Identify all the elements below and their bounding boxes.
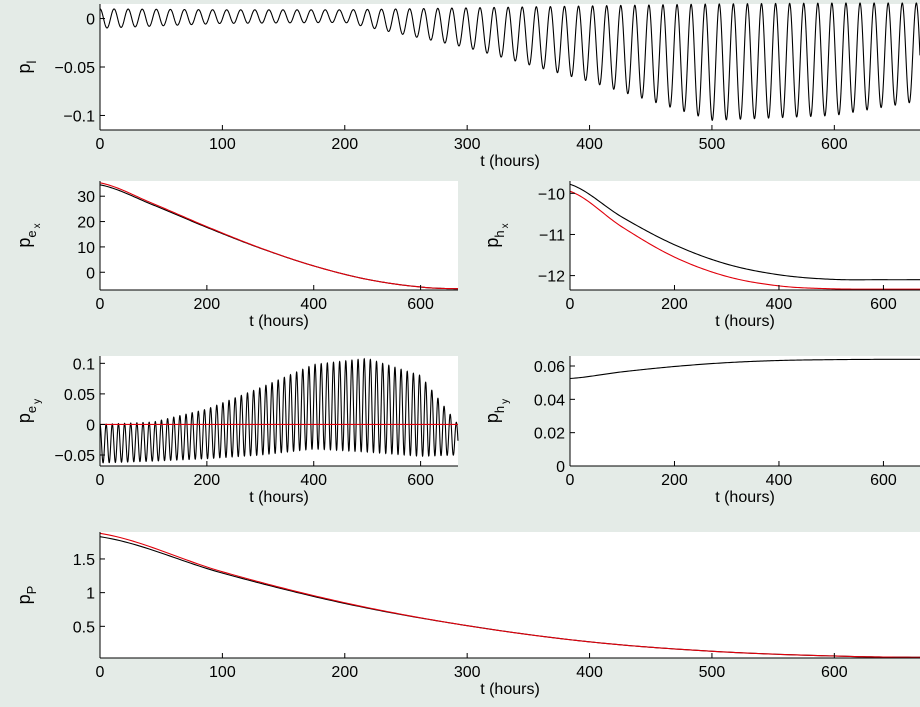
pex-ylabel: pex xyxy=(14,223,43,247)
pl-ytick-label: −0.05 xyxy=(55,60,96,77)
pex-xtick-label: 600 xyxy=(407,296,434,313)
pp-xtick-label: 500 xyxy=(699,664,726,681)
pex-xlabel: t (hours) xyxy=(249,313,309,330)
pey-xtick-label: 600 xyxy=(407,472,434,489)
pey-ytick-label: 0 xyxy=(86,417,95,434)
pp-xtick-label: 600 xyxy=(821,664,848,681)
pey-xtick-label: 200 xyxy=(194,472,221,489)
phy-ytick-label: 0 xyxy=(556,459,565,476)
pex-ytick-label: 10 xyxy=(77,240,95,257)
pex-ytick-label: 20 xyxy=(77,215,95,232)
pp-ylabel-text: pP xyxy=(14,586,39,605)
pl-series-0-line xyxy=(99,2,920,122)
pl-ytick-label: −0.1 xyxy=(63,108,95,125)
pp-xlabel: t (hours) xyxy=(480,681,540,698)
pex-ylabel-text: pex xyxy=(14,223,43,247)
pl-xtick-label: 0 xyxy=(96,136,105,153)
phy-xlabel: t (hours) xyxy=(715,489,775,506)
phy-ytick-label: 0.02 xyxy=(534,426,565,443)
pp-plot-area xyxy=(100,532,920,658)
phx-ylabel: phx xyxy=(482,223,511,247)
phy-xtick-label: 0 xyxy=(566,472,575,489)
phx-plot-area xyxy=(570,181,920,290)
pp-xtick-label: 300 xyxy=(454,664,481,681)
pp-ytick-label: 0.5 xyxy=(73,619,95,636)
phx-series-1-line xyxy=(569,190,920,290)
phy-xtick-label: 400 xyxy=(766,472,793,489)
phy-ytick-label: 0.06 xyxy=(534,359,565,376)
pey-xtick-label: 0 xyxy=(96,472,105,489)
pl-xtick-label: 300 xyxy=(454,136,481,153)
pey-xlabel: t (hours) xyxy=(249,489,309,506)
pex-xtick-label: 400 xyxy=(300,296,327,313)
pp-series-1-line xyxy=(99,532,920,658)
pl-xlabel: t (hours) xyxy=(480,153,540,170)
phx-xtick-label: 600 xyxy=(870,296,897,313)
phx-series-0-line xyxy=(569,183,920,281)
phx-ytick-label: −10 xyxy=(538,186,565,203)
pex-ytick-label: 30 xyxy=(77,189,95,206)
phy-xtick-label: 200 xyxy=(661,472,688,489)
pl-xtick-label: 400 xyxy=(576,136,603,153)
pp-ytick-label: 1 xyxy=(86,586,95,603)
pex-ytick-label: 0 xyxy=(86,265,95,282)
pp-xtick-label: 200 xyxy=(331,664,358,681)
phy-ytick-label: 0.04 xyxy=(534,392,565,409)
pey-ytick-label: 0.1 xyxy=(73,356,95,373)
pp-ytick-label: 1.5 xyxy=(73,552,95,569)
pex-xtick-label: 0 xyxy=(96,296,105,313)
pey-ylabel-text: pey xyxy=(14,399,43,423)
pp-xtick-label: 0 xyxy=(96,664,105,681)
phx-xtick-label: 0 xyxy=(566,296,575,313)
pl-ylabel: pl xyxy=(14,60,39,73)
phx-ytick-label: −12 xyxy=(538,269,565,286)
phy-series-0-line xyxy=(569,358,920,380)
pey-series-0-line xyxy=(99,357,459,464)
pl-ytick-label: 0 xyxy=(86,12,95,29)
pl-plot-area xyxy=(100,4,920,130)
phx-xtick-label: 400 xyxy=(766,296,793,313)
phx-xtick-label: 200 xyxy=(661,296,688,313)
pey-ylabel: pey xyxy=(14,399,43,423)
pey-ytick-label: 0.05 xyxy=(64,387,95,404)
phy-plot-area xyxy=(570,356,920,466)
pl-xtick-label: 600 xyxy=(821,136,848,153)
pex-xtick-label: 200 xyxy=(194,296,221,313)
pey-ytick-label: −0.05 xyxy=(55,448,96,465)
pex-plot-area xyxy=(100,181,458,290)
pl-ylabel-text: pl xyxy=(14,60,39,73)
pl-xtick-label: 100 xyxy=(209,136,236,153)
phy-ylabel-text: phy xyxy=(482,399,511,423)
pey-xtick-label: 400 xyxy=(300,472,327,489)
phy-ylabel: phy xyxy=(482,399,511,423)
pex-series-1-line xyxy=(99,182,459,290)
pp-xtick-label: 100 xyxy=(209,664,236,681)
phx-ylabel-text: phx xyxy=(482,223,511,247)
phx-ytick-label: −11 xyxy=(539,227,565,244)
pp-xtick-label: 400 xyxy=(576,664,603,681)
phx-xlabel: t (hours) xyxy=(715,313,775,330)
pp-ylabel: pP xyxy=(14,586,39,605)
phy-xtick-label: 600 xyxy=(870,472,897,489)
pl-xtick-label: 200 xyxy=(331,136,358,153)
pl-xtick-label: 500 xyxy=(699,136,726,153)
